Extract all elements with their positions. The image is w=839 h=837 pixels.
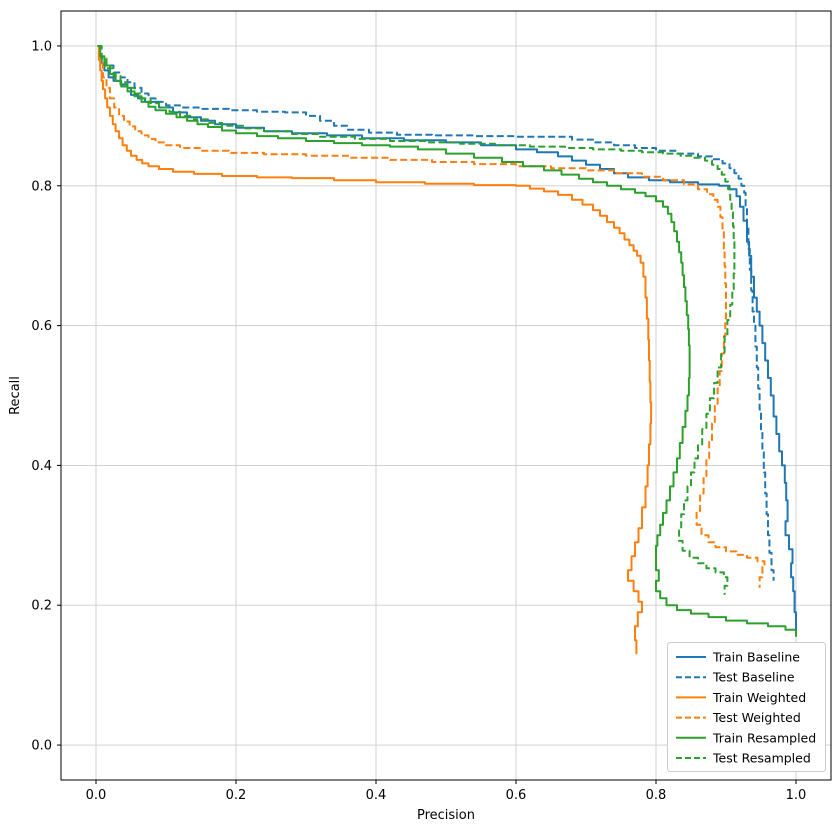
y-axis-label: Recall bbox=[8, 376, 23, 415]
axes-spines bbox=[60, 10, 832, 781]
legend-label: Test Baseline bbox=[712, 670, 795, 685]
x-tick-label: 1.0 bbox=[786, 788, 807, 803]
legend-label: Test Resampled bbox=[712, 751, 811, 766]
legend-label: Test Weighted bbox=[712, 710, 801, 725]
ticks: 0.0 0.2 0.4 0.6 0.8 1.0 0.0 0.2 0.4 0.6 0.8 1.0 bbox=[31, 39, 806, 803]
y-tick-label: 0.4 bbox=[31, 459, 52, 474]
x-axis-label: Precision bbox=[417, 808, 475, 823]
x-tick-label: 0.6 bbox=[506, 788, 527, 803]
legend-label: Train Baseline bbox=[712, 650, 800, 665]
y-tick-label: 1.0 bbox=[31, 39, 52, 54]
series-test-baseline bbox=[98, 45, 775, 581]
x-tick-label: 0.2 bbox=[226, 788, 247, 803]
series-test-resampled bbox=[98, 45, 736, 595]
series-train-resampled bbox=[97, 45, 797, 637]
series-train-weighted bbox=[97, 45, 653, 655]
y-tick-label: 0.0 bbox=[31, 739, 52, 754]
x-tick-label: 0.8 bbox=[646, 788, 667, 803]
series-group bbox=[97, 45, 797, 655]
y-tick-label: 0.8 bbox=[31, 179, 52, 194]
series-test-weighted bbox=[98, 45, 766, 588]
legend-label: Train Resampled bbox=[712, 730, 816, 745]
x-tick-label: 0.0 bbox=[86, 788, 107, 803]
legend-label: Train Weighted bbox=[712, 690, 806, 705]
legend: Train Baseline Test Baseline Train Weighte… bbox=[667, 642, 826, 772]
x-tick-label: 0.4 bbox=[366, 788, 387, 803]
legend-box bbox=[667, 642, 826, 772]
y-tick-label: 0.6 bbox=[31, 319, 52, 334]
y-tick-label: 0.2 bbox=[31, 599, 52, 614]
